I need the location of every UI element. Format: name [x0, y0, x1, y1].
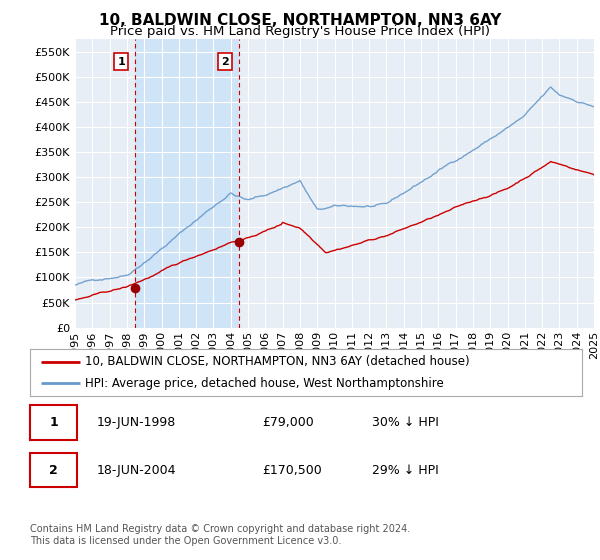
Text: 29% ↓ HPI: 29% ↓ HPI: [372, 464, 439, 477]
FancyBboxPatch shape: [30, 405, 77, 440]
Bar: [135, 39, 239, 328]
Text: Contains HM Land Registry data © Crown copyright and database right 2024.
This d: Contains HM Land Registry data © Crown c…: [30, 524, 410, 546]
Text: 18-JUN-2004: 18-JUN-2004: [96, 464, 176, 477]
Text: 1: 1: [49, 416, 58, 429]
Text: Price paid vs. HM Land Registry's House Price Index (HPI): Price paid vs. HM Land Registry's House …: [110, 25, 490, 38]
Text: 10, BALDWIN CLOSE, NORTHAMPTON, NN3 6AY: 10, BALDWIN CLOSE, NORTHAMPTON, NN3 6AY: [99, 13, 501, 28]
FancyBboxPatch shape: [30, 453, 77, 487]
Text: 30% ↓ HPI: 30% ↓ HPI: [372, 416, 439, 429]
Text: 2: 2: [221, 57, 229, 67]
Text: 10, BALDWIN CLOSE, NORTHAMPTON, NN3 6AY (detached house): 10, BALDWIN CLOSE, NORTHAMPTON, NN3 6AY …: [85, 356, 470, 368]
Text: £170,500: £170,500: [262, 464, 322, 477]
Text: 2: 2: [49, 464, 58, 477]
Text: £79,000: £79,000: [262, 416, 314, 429]
Text: 1: 1: [118, 57, 125, 67]
Text: 19-JUN-1998: 19-JUN-1998: [96, 416, 175, 429]
Text: HPI: Average price, detached house, West Northamptonshire: HPI: Average price, detached house, West…: [85, 377, 444, 390]
